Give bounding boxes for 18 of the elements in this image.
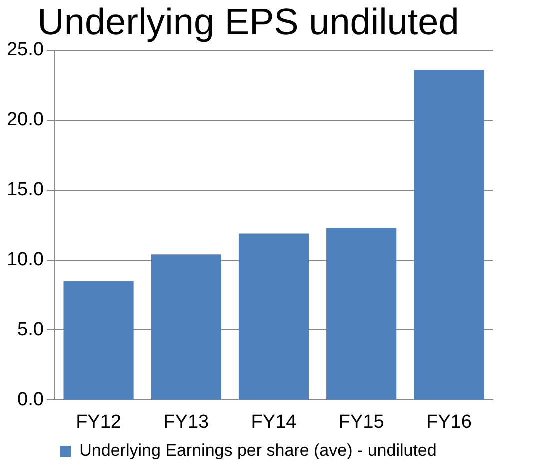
bar [151, 254, 222, 400]
x-tick-label: FY15 [338, 412, 384, 433]
y-tick-label: 15.0 [6, 180, 44, 201]
bar [238, 234, 310, 400]
bar [414, 70, 484, 400]
y-tick-label: 10.0 [6, 250, 44, 271]
y-tick-label: 25.0 [6, 40, 44, 61]
y-tick-label: 0.0 [18, 389, 44, 410]
x-tick-label: FY14 [251, 412, 298, 433]
bar [64, 281, 134, 400]
x-tick-label: FY16 [426, 412, 472, 433]
y-tick-label: 5.0 [18, 319, 44, 340]
x-tick-label: FY12 [76, 412, 122, 433]
bar [326, 228, 397, 400]
x-tick-label: FY13 [164, 412, 210, 433]
chart-title: Underlying EPS undiluted [38, 1, 460, 42]
y-tick-label: 20.0 [6, 110, 44, 131]
legend-label: Underlying Earnings per share (ave) - undiluted [80, 441, 437, 460]
